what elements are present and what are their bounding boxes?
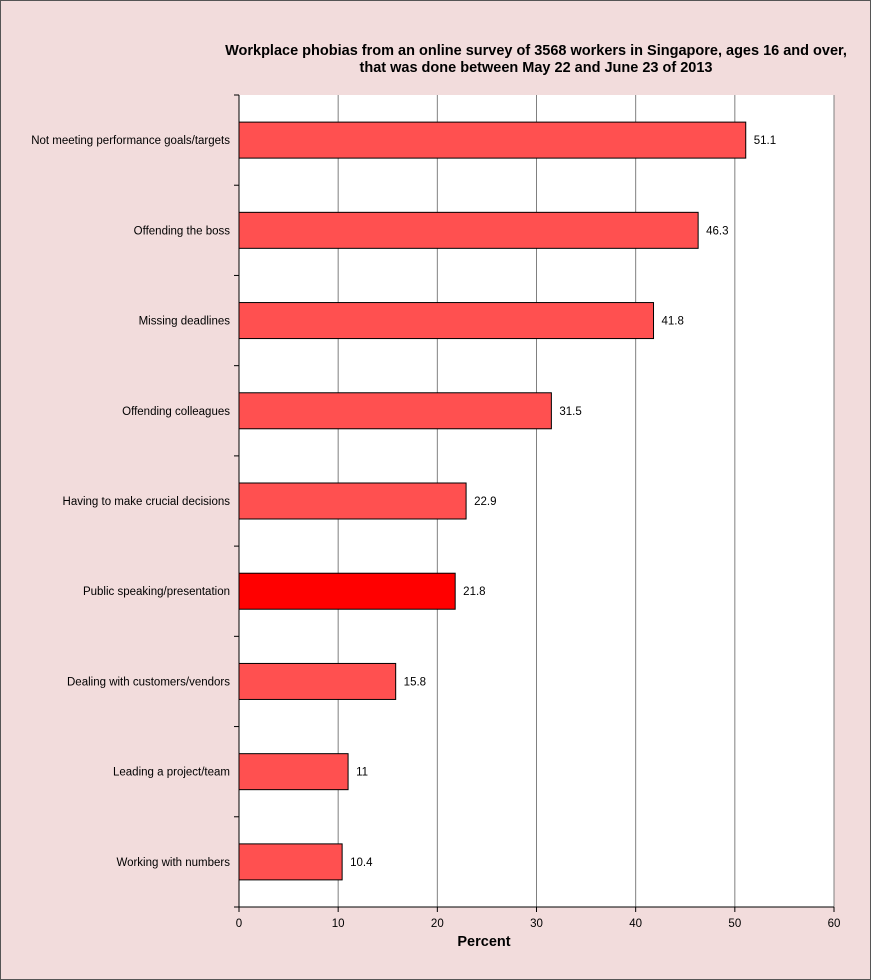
category-label: Offending colleagues — [122, 406, 230, 418]
x-axis-title: Percent — [457, 934, 510, 950]
x-tick-label: 60 — [828, 918, 841, 930]
bar-value-label: 46.3 — [706, 225, 728, 237]
bar-value-label: 41.8 — [662, 316, 684, 328]
category-label: Having to make crucial decisions — [63, 496, 231, 508]
bar — [238, 392, 552, 430]
x-tick-label: 20 — [431, 918, 444, 930]
bar — [238, 121, 747, 159]
bar-value-label: 22.9 — [474, 496, 496, 508]
category-label: Public speaking/presentation — [83, 586, 230, 598]
chart-title-line-1: Workplace phobias from an online survey … — [225, 43, 847, 59]
bar — [238, 843, 343, 881]
bar — [238, 572, 456, 610]
x-tick-label: 10 — [332, 918, 345, 930]
category-label: Offending the boss — [134, 225, 231, 237]
axes: 0 10 20 30 40 50 60 Not meeting performance goa… — [31, 94, 841, 930]
x-tick-label: 40 — [629, 918, 642, 930]
category-label: Missing deadlines — [139, 316, 231, 328]
bar-value-label: 51.1 — [754, 135, 776, 147]
bar — [238, 302, 655, 340]
x-tick-label: 30 — [530, 918, 543, 930]
category-label: Working with numbers — [116, 857, 230, 869]
bar — [238, 211, 699, 249]
bar — [238, 482, 467, 520]
bar-value-label: 31.5 — [559, 406, 581, 418]
category-label: Dealing with customers/vendors — [67, 676, 230, 688]
bar-value-label: 21.8 — [463, 586, 485, 598]
chart-title-line-2: that was done between May 22 and June 23… — [360, 60, 713, 76]
bar — [238, 753, 349, 791]
x-tick-label: 50 — [728, 918, 741, 930]
bar-value-label: 10.4 — [350, 857, 373, 869]
category-label: Leading a project/team — [113, 767, 230, 779]
bar — [238, 662, 397, 700]
bar-value-label: 15.8 — [404, 676, 426, 688]
bar-value-label: 11 — [356, 767, 368, 779]
category-label: Not meeting performance goals/targets — [31, 135, 230, 147]
x-tick-label: 0 — [236, 918, 242, 930]
bars: 51.1 46.3 41.8 31.5 22.9 21.8 15.8 11 10.4 — [238, 121, 776, 881]
